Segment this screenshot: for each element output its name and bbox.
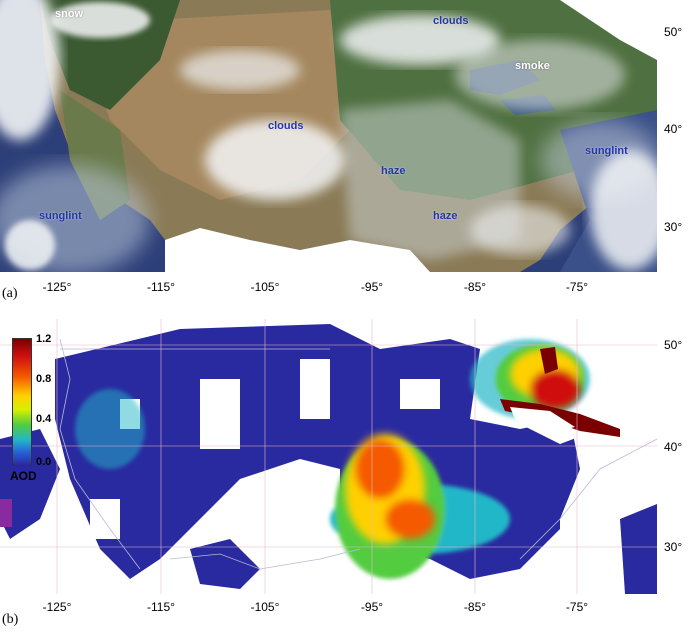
feature-label-clouds-north: clouds: [433, 15, 469, 27]
lat-tick-label: 50°: [664, 25, 683, 39]
lon-tick-label: -125°: [42, 600, 72, 614]
satellite-image: [0, 0, 657, 272]
lon-tick-label: -105°: [250, 280, 280, 294]
feature-label-haze-center: haze: [381, 165, 406, 177]
colorbar-tick-label: 0.8: [36, 373, 52, 385]
lat-tick-label: 50°: [664, 338, 683, 352]
aod-colorbar: [12, 338, 32, 466]
feature-label-sunglint-east: sunglint: [585, 145, 628, 157]
true-color-satellite-panel: snow clouds smoke clouds sunglint haze s…: [0, 0, 657, 272]
lon-tick-label: -95°: [360, 600, 384, 614]
lon-tick-label: -75°: [565, 600, 589, 614]
feature-label-smoke: smoke: [515, 60, 550, 72]
lon-tick-label: -105°: [250, 600, 280, 614]
feature-label-haze-south: haze: [433, 210, 458, 222]
lat-tick-label: 40°: [664, 122, 683, 136]
colorbar-title: AOD: [10, 469, 37, 483]
lon-tick-label: -85°: [463, 600, 487, 614]
aod-map-panel: [0, 319, 657, 594]
lat-tick-label: 30°: [664, 540, 683, 554]
lon-tick-label: -115°: [147, 280, 175, 294]
feature-label-clouds-center: clouds: [268, 120, 304, 132]
lat-tick-label: 40°: [664, 440, 683, 454]
feature-label-sunglint-west: sunglint: [39, 210, 82, 222]
lat-tick-label: 30°: [664, 220, 683, 234]
lon-tick-label: -115°: [147, 600, 175, 614]
colorbar-tick-label: 0.0: [36, 456, 52, 468]
lon-tick-label: -85°: [463, 280, 487, 294]
lon-tick-label: -95°: [360, 280, 384, 294]
colorbar-tick-label: 1.2: [36, 333, 52, 345]
aod-map: [0, 319, 657, 594]
feature-label-snow: snow: [55, 8, 84, 20]
lon-tick-label: -75°: [565, 280, 589, 294]
lon-tick-label: -125°: [42, 280, 72, 294]
panel-label-b: (b): [2, 612, 19, 627]
panel-label-a: (a): [2, 286, 18, 301]
colorbar-tick-label: 0.4: [36, 413, 52, 425]
